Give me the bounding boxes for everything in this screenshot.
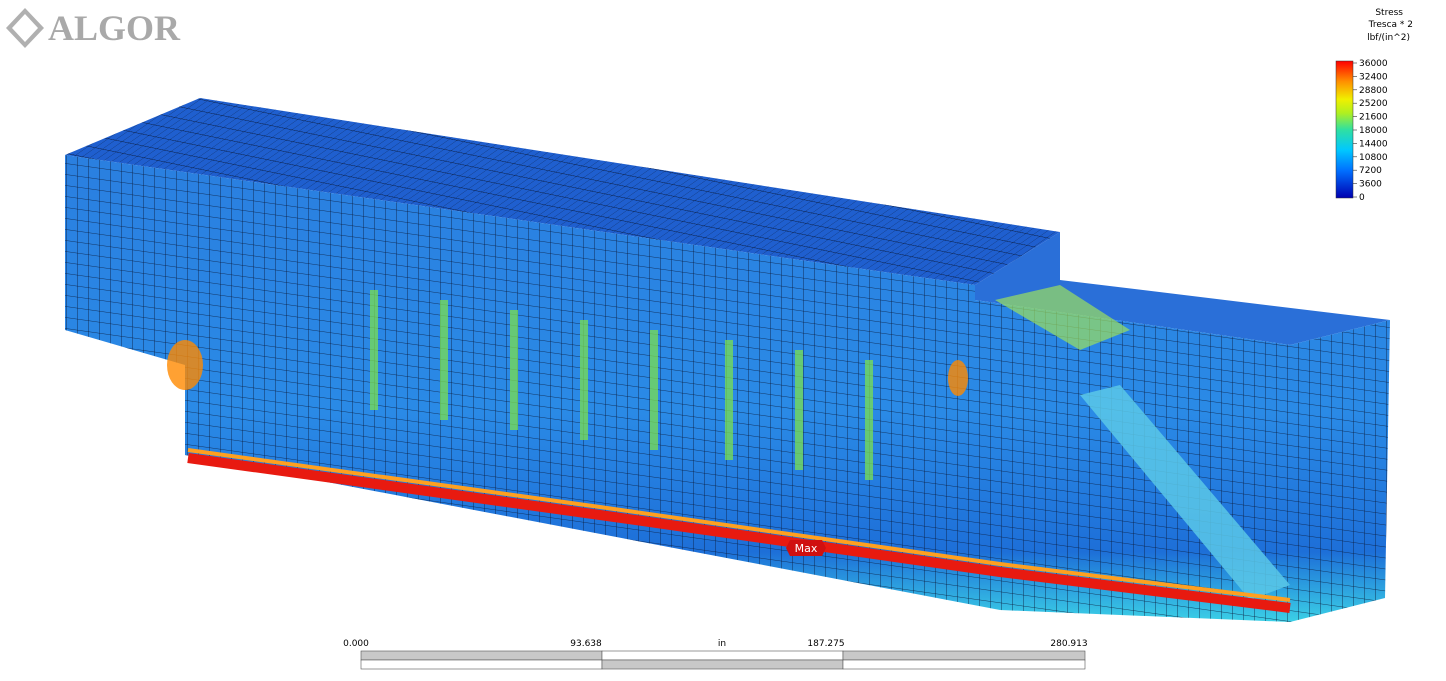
legend-tick-label: 21600 [1359, 113, 1388, 123]
diagonal-brace [1080, 385, 1290, 600]
legend-tick-label: 14400 [1359, 139, 1388, 149]
scale-label: 187.275 [807, 639, 844, 649]
scale-label: 93.638 [570, 639, 602, 649]
legend-tick-label: 3600 [1359, 180, 1382, 190]
right-top [975, 232, 1390, 345]
fea-model: Max [65, 98, 1390, 622]
logo: ALGOR [6, 8, 181, 48]
legend-tick-label: 25200 [1359, 99, 1388, 109]
legend: Stress Tresca * 2 lbf/(in^2) 36000324002… [1335, 8, 1413, 203]
legend-units: lbf/(in^2) [1367, 33, 1410, 43]
hot-spot [167, 340, 203, 390]
legend-tick-label: 36000 [1359, 59, 1388, 69]
colorbar [1335, 60, 1354, 199]
legend-tick-label: 10800 [1359, 153, 1388, 163]
legend-tick-label: 28800 [1359, 86, 1388, 96]
max-marker: Max [786, 540, 826, 556]
hot-band [187, 448, 1291, 602]
scale-label: 280.913 [1050, 639, 1087, 649]
scale-bar: in 0.000 93.638 187.275 280.913 [343, 639, 1088, 670]
legend-subtitle: Tresca * 2 [1368, 20, 1413, 30]
legend-title: Stress [1375, 8, 1403, 18]
top-mesh [65, 98, 1060, 285]
legend-tick-label: 32400 [1359, 72, 1388, 82]
hot-spot [948, 360, 968, 396]
legend-tick-label: 0 [1359, 193, 1365, 203]
legend-tick-label: 18000 [1359, 126, 1388, 136]
stiffeners [370, 290, 873, 480]
logo-text: ALGOR [48, 8, 181, 48]
max-label: Max [795, 542, 818, 555]
scale-label: 0.000 [343, 639, 369, 649]
scale-unit: in [718, 639, 726, 649]
legend-tick-label: 7200 [1359, 166, 1382, 176]
hot-spot [995, 285, 1130, 350]
